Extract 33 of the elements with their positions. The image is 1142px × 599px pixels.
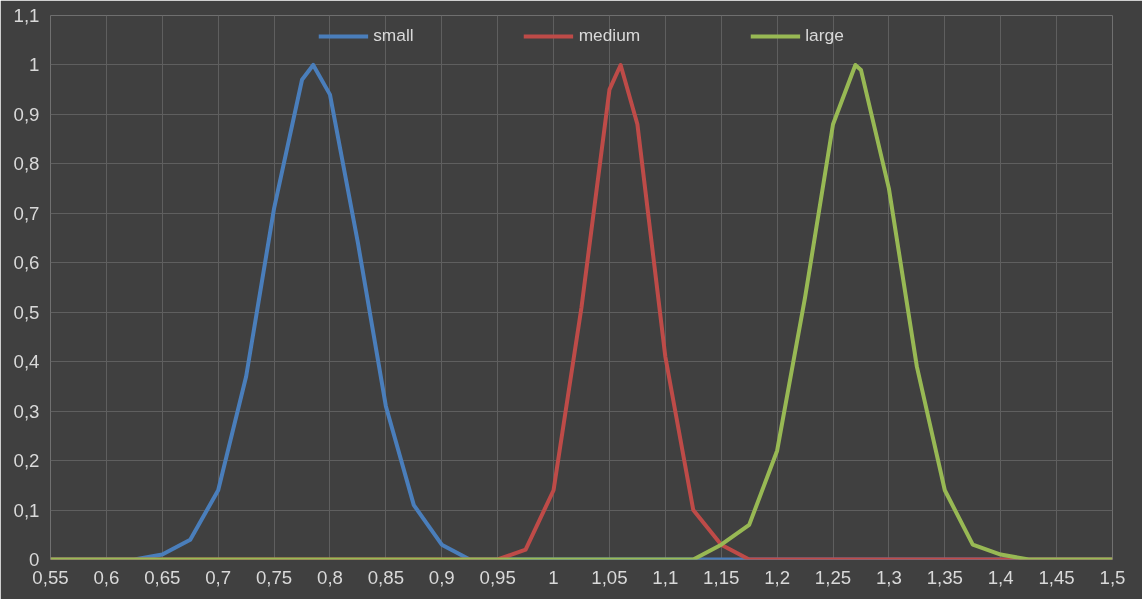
x-tick-label: 0,9 bbox=[428, 566, 455, 588]
y-tick-label: 0,4 bbox=[13, 351, 40, 373]
x-tick-label: 1,3 bbox=[875, 566, 902, 588]
x-tick-label: 1,35 bbox=[926, 566, 963, 588]
x-tick-label: 0,7 bbox=[205, 566, 232, 588]
x-tick-label: 1,1 bbox=[652, 566, 679, 588]
y-tick-label: 0,2 bbox=[13, 450, 40, 472]
x-tick-label: 1,15 bbox=[703, 566, 740, 588]
legend-label: large bbox=[805, 25, 844, 46]
legend-label: small bbox=[373, 25, 414, 46]
x-tick-label: 0,6 bbox=[93, 566, 120, 588]
x-tick-label: 1,4 bbox=[987, 566, 1014, 588]
x-tick-label: 1,25 bbox=[814, 566, 852, 588]
y-tick-label: 0,6 bbox=[13, 252, 40, 274]
x-tick-label: 1,2 bbox=[764, 566, 791, 588]
y-tick-label: 0,7 bbox=[13, 202, 40, 224]
x-tick-label: 0,8 bbox=[317, 566, 343, 588]
y-tick-label: 0,9 bbox=[13, 103, 40, 125]
x-tick-label: 0,65 bbox=[144, 566, 181, 588]
x-tick-label: 0,95 bbox=[479, 566, 516, 588]
y-tick-label: 1 bbox=[29, 54, 40, 76]
x-tick-label: 1 bbox=[548, 566, 559, 588]
x-tick-label: 1,5 bbox=[1099, 566, 1126, 588]
x-tick-label: 0,75 bbox=[255, 566, 293, 588]
x-tick-label: 0,85 bbox=[367, 566, 405, 588]
y-tick-label: 0,5 bbox=[13, 301, 40, 323]
x-tick-label: 1,45 bbox=[1038, 566, 1075, 588]
y-tick-label: 0,3 bbox=[13, 400, 40, 422]
y-tick-label: 1,1 bbox=[13, 5, 40, 26]
x-tick-label: 1,05 bbox=[591, 566, 628, 588]
legend-label: medium bbox=[578, 25, 641, 46]
y-tick-label: 0,1 bbox=[13, 499, 40, 521]
y-tick-label: 0,8 bbox=[13, 153, 40, 175]
